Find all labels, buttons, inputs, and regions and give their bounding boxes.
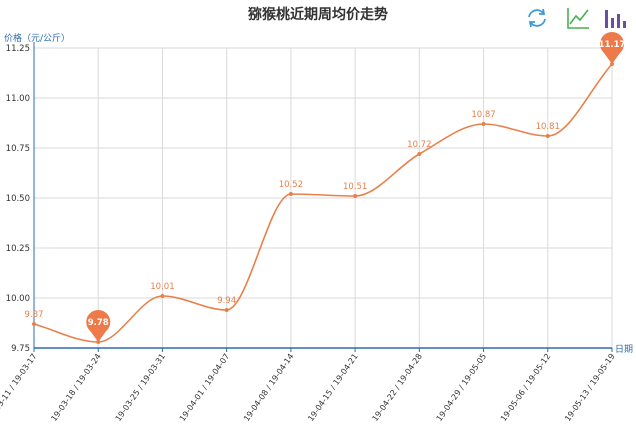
min-pin-marker: 9.78 — [86, 310, 111, 342]
data-label: 9.94 — [217, 296, 236, 306]
data-point — [224, 308, 229, 312]
data-point — [32, 322, 36, 326]
x-tick-label: 19-04-01 / 19-04-07 — [178, 352, 231, 423]
chart-title: 猕猴桃近期周均价走势 — [247, 6, 388, 23]
y-tick-label: 10.75 — [6, 144, 30, 154]
data-point — [417, 152, 422, 156]
data-point — [160, 294, 165, 298]
max-pin-marker: 11.17 — [599, 32, 626, 64]
pin-tail — [603, 52, 621, 64]
data-label: 9.87 — [25, 310, 44, 320]
pin-head — [600, 32, 624, 56]
data-point — [481, 122, 486, 126]
data-label: 10.87 — [471, 110, 495, 120]
x-tick-label: 19-04-08 / 19-04-14 — [242, 352, 295, 423]
x-tick-label: 19-04-29 / 19-05-05 — [435, 352, 488, 423]
x-tick-label: 19-05-13 / 19-05-19 — [563, 352, 616, 423]
markpoints: 9.78 11.17 — [86, 32, 626, 342]
x-tick-label: 19-03-11 / 19-03-17 — [0, 352, 39, 423]
y-tick-label: 10.50 — [6, 194, 30, 204]
data-points — [32, 62, 614, 344]
data-label: 10.72 — [407, 140, 431, 150]
y-axis-ticks: 9.75 10.00 10.25 10.50 10.75 11.00 11.25 — [6, 44, 30, 354]
data-label: 10.01 — [150, 282, 174, 292]
y-tick-label: 11.00 — [6, 94, 30, 104]
x-tick-label: 19-04-22 / 19-04-28 — [370, 352, 423, 423]
grid — [34, 47, 613, 348]
x-tick-label: 19-03-25 / 19-03-31 — [114, 352, 167, 423]
y-tick-label: 11.25 — [6, 44, 30, 54]
bar-chart-icon[interactable] — [605, 10, 626, 28]
series-line — [33, 63, 613, 343]
pin-label: 11.17 — [599, 40, 626, 50]
pin-label: 9.78 — [88, 318, 109, 328]
series-line-group — [33, 63, 613, 343]
pin-head — [86, 310, 111, 334]
line-chart-icon[interactable] — [567, 8, 589, 29]
data-point — [353, 194, 358, 198]
y-tick-label: 10.25 — [6, 244, 30, 254]
data-label: 10.51 — [343, 182, 367, 192]
data-point — [545, 134, 550, 138]
axes — [33, 42, 613, 352]
y-axis-label: 价格（元/公斤） — [4, 32, 70, 44]
data-labels: 9.87 10.01 9.94 10.52 10.51 10.72 10.87 10.81 — [25, 110, 560, 320]
x-axis-ticks: 19-03-11 / 19-03-17 19-03-18 / 19-03-24 19… — [0, 352, 617, 423]
data-point — [288, 192, 293, 196]
data-label: 10.52 — [279, 180, 303, 190]
refresh-icon[interactable] — [528, 8, 546, 28]
data-label: 10.81 — [536, 122, 560, 132]
x-axis-label: 日期 — [615, 344, 633, 355]
x-tick-label: 19-03-18 / 19-03-24 — [49, 352, 102, 423]
toolbox — [528, 8, 626, 29]
pin-tail — [89, 330, 107, 342]
x-tick-label: 19-05-06 / 19-05-12 — [499, 352, 552, 423]
y-tick-label: 10.00 — [6, 294, 30, 304]
y-tick-label: 9.75 — [11, 344, 30, 354]
x-tick-label: 19-04-15 / 19-04-21 — [306, 352, 359, 423]
